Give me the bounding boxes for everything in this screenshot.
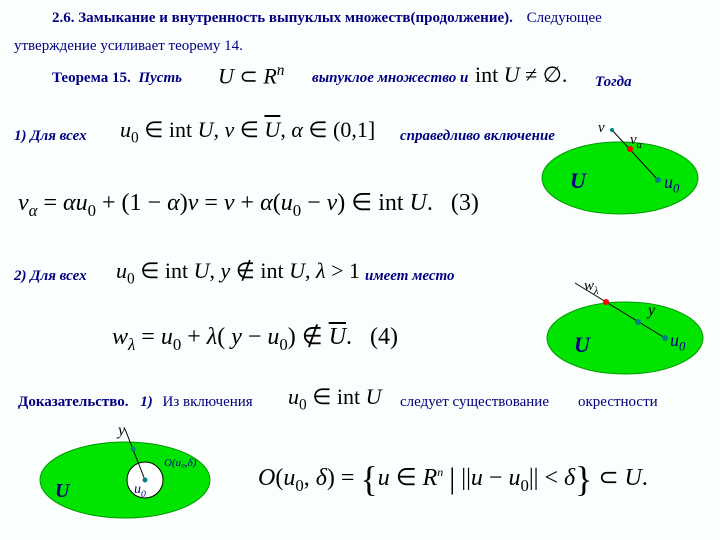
part2-suffix: имеет место bbox=[365, 268, 455, 285]
fig3-u0: u0 bbox=[134, 482, 146, 500]
fig2-U: U bbox=[574, 332, 590, 358]
proof-from: Из включения bbox=[163, 394, 253, 410]
proof-follows: следует существование bbox=[400, 394, 549, 411]
part1-math: u0 ∈ int U, v ∈ U, α ∈ (0,1] bbox=[120, 117, 375, 147]
fig1-va: vα bbox=[630, 132, 642, 151]
proof-word: Доказательство. bbox=[18, 394, 129, 410]
theorem-math2: int U ≠ ∅. bbox=[475, 62, 567, 88]
figure-1 bbox=[530, 128, 710, 218]
proof-p1: 1) bbox=[140, 394, 153, 410]
theorem-let: Пусть bbox=[138, 70, 182, 86]
fig3-O: O(u₀,δ) bbox=[164, 457, 196, 469]
fig1-v: v bbox=[598, 120, 605, 137]
part2-math: u0 ∈ int U, y ∉ int U, λ > 1 bbox=[116, 258, 360, 288]
proof-line: Доказательство. 1) Из включения bbox=[18, 394, 253, 411]
section-header: 2.6. Замыкание и внутренность выпуклых м… bbox=[52, 10, 602, 27]
theorem-math1: U ⊂ Rn bbox=[218, 62, 284, 89]
theorem-line: Теорема 15. Пусть bbox=[52, 70, 182, 87]
part2-prefix: 2) Для всех bbox=[14, 268, 87, 285]
section-tail: Следующее bbox=[527, 10, 602, 26]
theorem-then: Тогда bbox=[595, 74, 632, 91]
formula4: wλ = u0 + λ( y − u0) ∉ U. (4) bbox=[112, 322, 398, 355]
fig2-u0: u0 bbox=[670, 330, 685, 355]
fig2-y: y bbox=[648, 302, 655, 320]
fig2-wl: wλ bbox=[584, 278, 598, 297]
proof-formula: O(u0, δ) = {u ∈ Rn | ||u − u0|| < δ} ⊂ U… bbox=[258, 458, 648, 500]
figure-2 bbox=[530, 280, 715, 375]
formula3: vα = αu0 + (1 − α)v = v + α(u0 − v) ∈ in… bbox=[18, 188, 479, 221]
fig3-y: y bbox=[118, 422, 125, 440]
fig3-U: U bbox=[55, 480, 69, 503]
fig1-U: U bbox=[570, 168, 586, 194]
part1-prefix: 1) Для всех bbox=[14, 128, 87, 145]
theorem-mid: выпуклое множество и bbox=[312, 70, 468, 87]
proof-math: u0 ∈ int U bbox=[288, 384, 381, 414]
line2: утверждение усиливает теорему 14. bbox=[14, 38, 243, 55]
proof-neigh: окрестности bbox=[578, 394, 658, 411]
section-number: 2.6. Замыкание и внутренность выпуклых м… bbox=[52, 10, 513, 26]
fig1-u0: u0 bbox=[664, 172, 679, 197]
theorem-name: Теорема 15. bbox=[52, 70, 131, 86]
